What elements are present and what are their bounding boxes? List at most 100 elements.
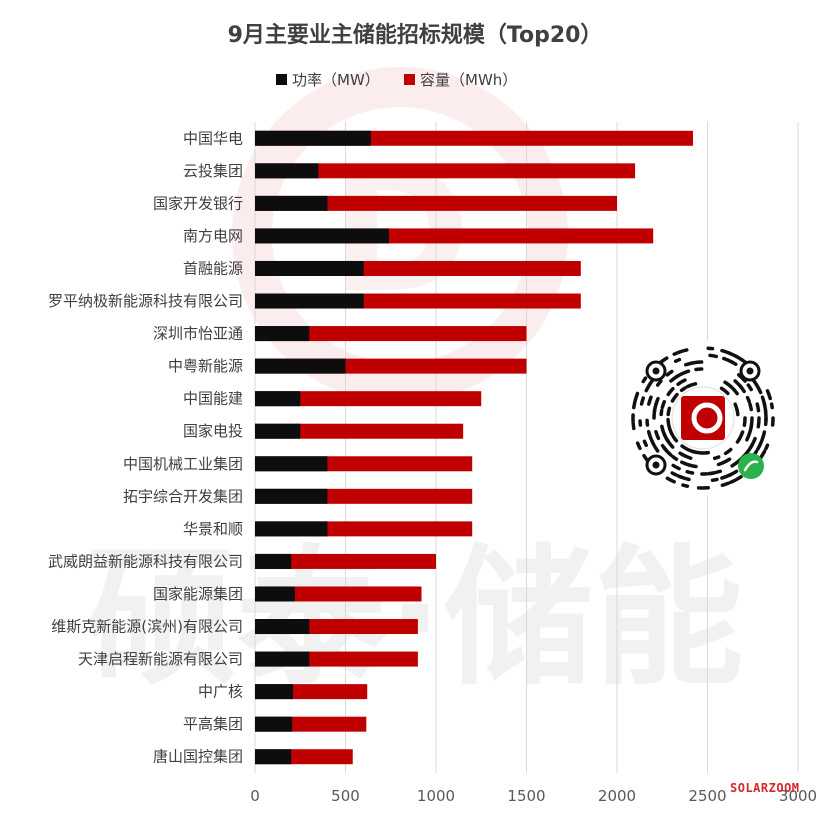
bar-power <box>255 619 310 635</box>
category-label: 中国能建 <box>183 390 243 408</box>
qr-segment <box>735 409 740 417</box>
bar-power <box>255 488 328 504</box>
qr-segment <box>646 429 653 441</box>
qr-segment <box>764 443 770 451</box>
category-label: 武威朗益新能源科技有限公司 <box>48 552 243 570</box>
qr-segment <box>671 434 679 443</box>
qr-segment <box>666 417 672 431</box>
qr-segment <box>742 416 747 427</box>
qr-segment <box>654 429 661 441</box>
category-label: 深圳市怡亚通 <box>153 325 243 343</box>
category-label: 罗平纳极新能源科技有限公司 <box>48 292 243 310</box>
x-tick-label: 500 <box>331 787 360 805</box>
qr-segment <box>680 444 690 452</box>
qr-segment <box>686 448 696 454</box>
bar-power <box>255 684 294 700</box>
category-label: 国家能源集团 <box>153 585 243 603</box>
qr-segment <box>685 382 698 389</box>
qr-segment <box>659 408 664 417</box>
qr-segment <box>642 439 648 448</box>
qr-segment <box>641 376 648 384</box>
qr-segment <box>756 416 761 429</box>
qr-segment <box>746 383 753 392</box>
qr-segment <box>755 402 761 413</box>
bar-capacity <box>255 195 617 211</box>
qr-segment <box>670 471 678 477</box>
qr-segment <box>745 395 751 404</box>
qr-segment <box>676 378 687 386</box>
category-label: 中粤新能源 <box>168 357 243 375</box>
bar-capacity <box>255 163 636 179</box>
bar-power <box>255 260 364 276</box>
qr-segment <box>649 438 656 447</box>
x-tick-label: 1500 <box>507 787 545 805</box>
qr-segment <box>665 369 674 377</box>
bar-power <box>255 358 346 374</box>
qr-segment <box>660 443 668 452</box>
qr-segment <box>665 476 676 484</box>
bar-power <box>255 326 310 342</box>
qr-segment <box>633 391 640 403</box>
qr-finder-dot <box>652 367 660 375</box>
qr-segment <box>735 436 742 444</box>
mini-program-icon <box>738 453 764 479</box>
qr-segment <box>647 395 653 406</box>
qr-segment <box>736 373 747 383</box>
qr-segment <box>734 475 743 482</box>
qr-segment <box>676 474 684 480</box>
qr-segment <box>745 430 752 442</box>
bar-power <box>255 586 295 602</box>
qr-segment <box>748 423 754 433</box>
qr-segment <box>710 477 719 483</box>
qr-segment <box>748 402 754 412</box>
bars <box>255 130 694 765</box>
category-label: 中国华电 <box>183 129 243 147</box>
bar-power <box>255 293 364 309</box>
qr-segment <box>635 441 642 451</box>
qr-segment <box>719 386 730 396</box>
category-label: 中国机械工业集团 <box>123 455 243 473</box>
qr-segment <box>639 396 645 406</box>
qr-segment <box>631 421 636 431</box>
qr-segment <box>728 384 739 396</box>
qr-finder-dot <box>746 367 754 375</box>
bar-capacity <box>255 391 482 407</box>
qr-segment <box>653 445 660 453</box>
qr-segment <box>660 400 667 410</box>
category-label: 南方电网 <box>183 227 243 245</box>
category-label: 维斯克新能源(滨州)有限公司 <box>51 618 243 636</box>
qr-segment <box>729 478 737 484</box>
legend-swatch-power <box>276 74 287 85</box>
x-tick-label: 2500 <box>688 787 726 805</box>
qr-segment <box>728 359 738 366</box>
bar-power <box>255 195 328 211</box>
qr-segment <box>666 387 675 397</box>
bar-power <box>255 163 319 179</box>
qr-segment <box>660 356 669 363</box>
qr-finder-dot <box>652 461 660 469</box>
category-label: 云投集团 <box>183 162 243 180</box>
qr-segment <box>756 443 762 451</box>
qr-segment <box>765 389 772 401</box>
category-labels: 中国华电云投集团国家开发银行南方电网首融能源罗平纳极新能源科技有限公司深圳市怡亚… <box>48 129 243 765</box>
qr-segment <box>679 386 687 393</box>
category-label: 唐山国控集团 <box>153 748 243 766</box>
category-label: 中广核 <box>198 683 243 701</box>
qr-segment <box>673 357 682 363</box>
legend: 功率（MW） 容量（MWh） <box>276 71 517 89</box>
qr-segment <box>655 379 663 387</box>
qr-segment <box>716 460 726 467</box>
x-axis-ticks: 0 500 1000 1500 2000 2500 3000 <box>250 787 817 805</box>
qr-segment <box>720 481 731 488</box>
qr-segment <box>769 402 774 410</box>
qr-segment <box>654 396 660 406</box>
x-tick-label: 1000 <box>417 787 455 805</box>
qr-segment <box>632 399 637 410</box>
category-label: 平高集团 <box>183 715 243 733</box>
mini-program-glyph <box>743 460 759 472</box>
bar-power <box>255 423 301 439</box>
brand-label: SOLARZOOM <box>730 781 800 795</box>
legend-label-power: 功率（MW） <box>292 71 380 89</box>
qr-segment <box>671 463 681 471</box>
bar-power <box>255 749 292 765</box>
